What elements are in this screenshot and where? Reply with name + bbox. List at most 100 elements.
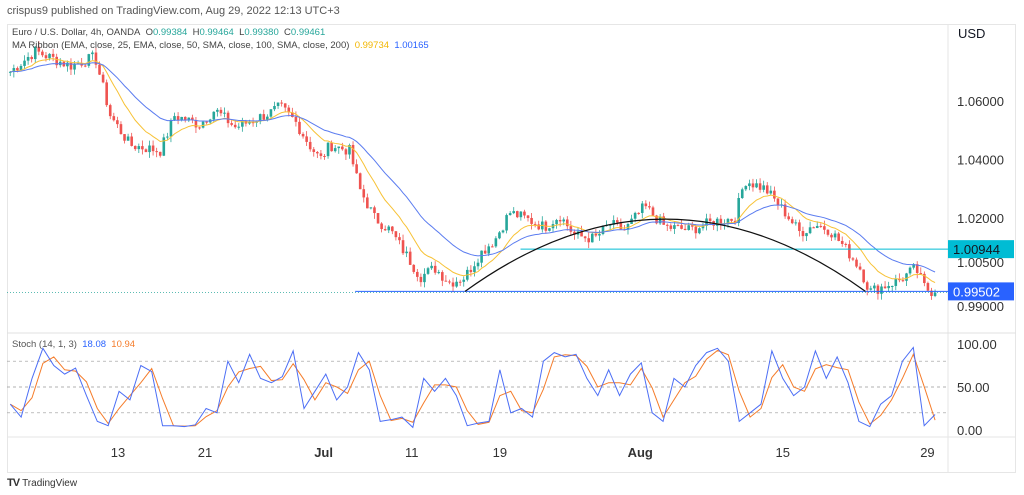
candle (523, 211, 526, 216)
candle (51, 53, 55, 57)
candle (480, 250, 483, 263)
candle (676, 225, 680, 227)
ma-value-1: 0.99734 (354, 40, 390, 51)
price-tick-label: 1.06000 (957, 94, 1004, 109)
time-tick-label: 13 (111, 445, 125, 460)
price-tick-label: 1.04000 (957, 153, 1004, 168)
candle (740, 189, 744, 199)
candle (458, 281, 462, 283)
candle (915, 264, 919, 274)
stoch-tick-label: 100.00 (957, 337, 997, 352)
candle (94, 52, 98, 65)
candle (865, 282, 869, 290)
candle (905, 273, 908, 281)
candle (880, 286, 883, 294)
candle (341, 146, 344, 150)
candle (565, 219, 569, 227)
candle (383, 229, 387, 231)
candle (512, 211, 516, 214)
candle (819, 225, 823, 227)
candle (369, 207, 373, 209)
stoch-k-value: 18.08 (82, 339, 107, 350)
close-value: 0.99461 (290, 27, 326, 38)
time-tick-label: 19 (493, 445, 507, 460)
candle (483, 250, 487, 254)
price-tick-label: 1.02000 (957, 211, 1004, 226)
candle (416, 271, 419, 277)
candle (930, 290, 933, 296)
candle (319, 153, 323, 156)
candle (294, 117, 298, 122)
candle (837, 233, 840, 241)
candle (348, 144, 351, 155)
candle (230, 123, 233, 125)
candle (515, 211, 519, 218)
candle (562, 219, 566, 222)
candle (73, 63, 76, 70)
candle (469, 269, 473, 273)
candle (108, 105, 112, 117)
candle (680, 225, 683, 229)
stoch-tick-label: 0.00 (957, 423, 982, 438)
candle (166, 136, 169, 138)
candle (858, 266, 862, 270)
candle (487, 246, 491, 254)
candle (91, 52, 94, 55)
candle (573, 231, 576, 235)
candle (658, 216, 662, 224)
stoch-d-value: 10.94 (111, 339, 136, 350)
candle (808, 227, 812, 234)
candle (612, 220, 616, 225)
candle (508, 213, 512, 216)
candle (851, 258, 855, 260)
candle (130, 136, 133, 146)
candle (733, 220, 737, 223)
candle (558, 219, 562, 222)
stoch-legend[interactable]: Stoch (14, 1, 3) 18.08 10.94 (12, 339, 136, 350)
candle (451, 282, 455, 287)
candle (812, 227, 815, 229)
candle (744, 186, 748, 190)
candle (648, 206, 651, 208)
candle (698, 228, 701, 234)
candle (462, 279, 466, 282)
candle (805, 233, 808, 237)
candle (619, 222, 623, 230)
candle (87, 54, 91, 66)
candle (730, 218, 733, 221)
candle (833, 233, 837, 238)
candle (433, 265, 437, 273)
candle (151, 145, 155, 152)
candle (719, 218, 723, 225)
candle (333, 148, 337, 152)
candle (101, 74, 105, 83)
symbol-legend[interactable]: Euro / U.S. Dollar, 4h, OANDA O0.99384 H… (12, 27, 326, 38)
candle (673, 225, 676, 229)
candle (237, 126, 241, 128)
candle (137, 146, 141, 150)
candle (823, 226, 826, 230)
ma-ribbon-legend[interactable]: MA Ribbon (EMA, close, 25, EMA, close, 5… (12, 40, 429, 51)
ma-value-2: 1.00165 (394, 40, 429, 51)
candle (444, 280, 448, 282)
currency-label: USD (958, 26, 985, 41)
candle (637, 212, 640, 214)
candle (173, 116, 176, 121)
candle (283, 103, 287, 108)
candle (755, 183, 758, 188)
candle (473, 266, 476, 273)
candle (437, 272, 441, 274)
candle (233, 124, 237, 128)
candle (8, 71, 12, 73)
candle (308, 141, 312, 150)
candle (201, 121, 205, 128)
candle (501, 230, 505, 233)
candle (41, 51, 44, 56)
candle (262, 114, 266, 120)
candle (387, 226, 391, 231)
rounded-top-arc[interactable] (464, 218, 866, 292)
candle (894, 278, 898, 286)
symbol-name: Euro / U.S. Dollar, 4h, OANDA (12, 27, 141, 38)
candle (355, 164, 358, 174)
